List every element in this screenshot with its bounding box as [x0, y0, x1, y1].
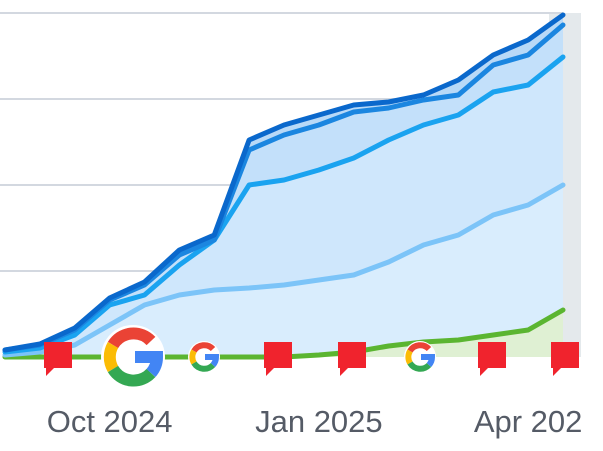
flag-icon — [44, 342, 72, 376]
google-icon — [101, 325, 165, 389]
series-line — [2, 54, 566, 355]
google-icon — [404, 341, 436, 373]
series-line — [2, 182, 566, 358]
area-band — [5, 25, 563, 352]
x-tick-label: Oct 2024 — [47, 404, 173, 439]
x-axis: Oct 2024 Jan 2025 Apr 202 — [47, 404, 583, 439]
annotation-icons — [44, 325, 579, 389]
series-line — [2, 12, 566, 353]
flag-icon — [338, 342, 366, 376]
flag-icon — [478, 342, 506, 376]
area-band — [5, 57, 563, 355]
flag-icon — [264, 342, 292, 376]
area-band — [5, 185, 563, 357]
flag-icon — [551, 342, 579, 376]
x-tick-label: Jan 2025 — [255, 404, 383, 439]
x-tick-label: Apr 202 — [474, 404, 583, 439]
google-icon — [188, 341, 220, 373]
